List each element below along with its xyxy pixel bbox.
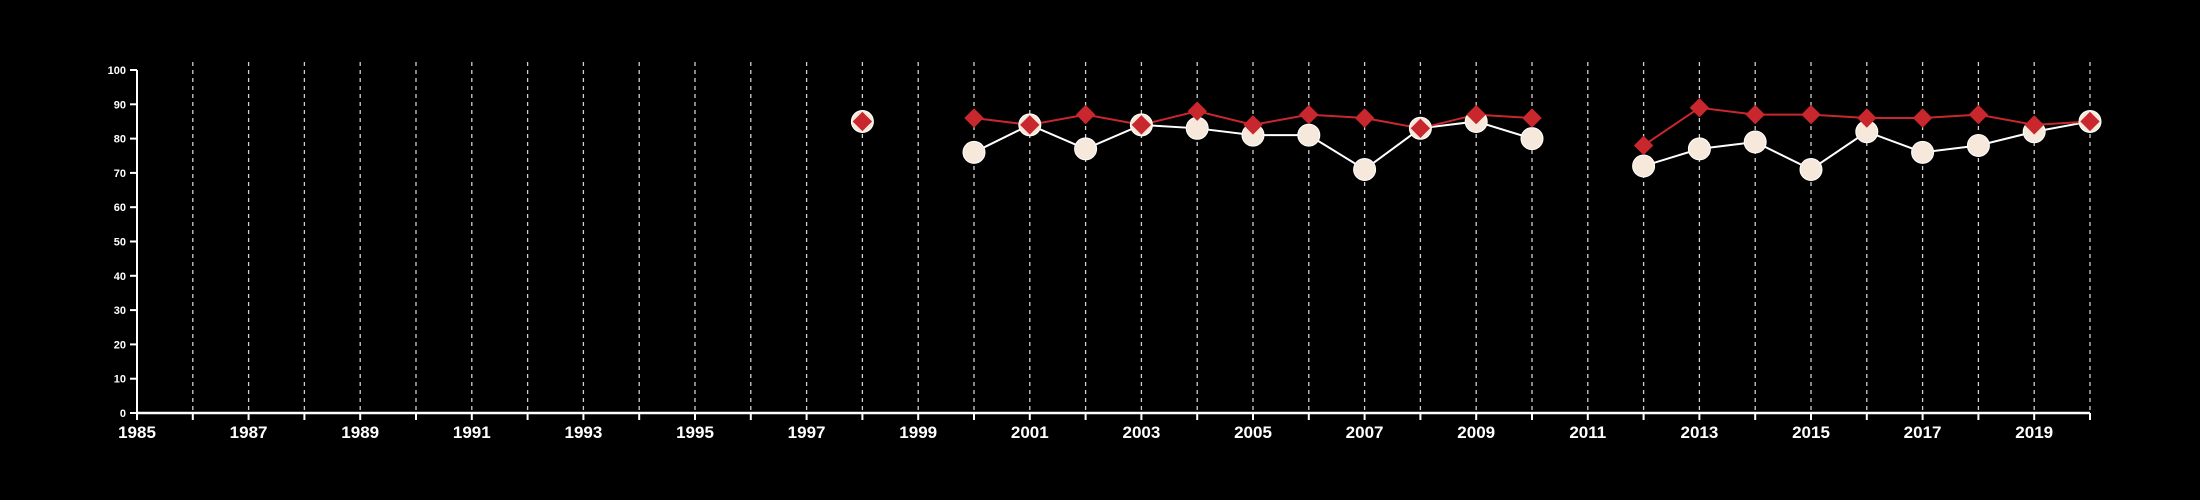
x-tick-label-2017: 2017 (1904, 423, 1942, 442)
diamond-point-2019 (2024, 115, 2044, 135)
x-tick-label-1993: 1993 (564, 423, 602, 442)
x-tick-label-2003: 2003 (1122, 423, 1160, 442)
x-tick-label-2015: 2015 (1792, 423, 1830, 442)
diamond-point-2004 (1187, 101, 1207, 121)
y-tick-label-100: 100 (108, 65, 126, 77)
x-tick-label-1997: 1997 (788, 423, 826, 442)
diamond-point-2016 (1857, 108, 1877, 128)
y-tick-label-50: 50 (114, 237, 126, 249)
circle-point-2018 (1966, 133, 1990, 157)
circle-point-2015 (1799, 157, 1823, 181)
diamond-point-2010 (1522, 108, 1542, 128)
diamond-point-2015 (1801, 104, 1821, 125)
diamond-point-2000 (964, 108, 984, 128)
circle-point-2002 (1074, 137, 1098, 161)
diamond-point-2012 (1633, 135, 1654, 156)
axes-layer: 0 10 20 30 40 50 60 70 80 90 100 1985 1987 1989 1991 19… (108, 65, 2091, 442)
x-tick-label-2009: 2009 (1457, 423, 1495, 442)
circle-point-2010 (1520, 127, 1544, 151)
circle-point-2017 (1911, 140, 1935, 164)
y-tick-label-90: 90 (114, 99, 126, 111)
diamond-point-2018 (1968, 104, 1989, 125)
diamond-point-2008 (1410, 118, 1431, 139)
x-tick-label-1989: 1989 (341, 423, 379, 442)
diamond-point-2005 (1243, 115, 1263, 135)
x-tick-label-1987: 1987 (230, 423, 268, 442)
circle-point-2013 (1687, 137, 1711, 161)
x-tick-label-1985: 1985 (118, 423, 156, 442)
y-tick-label-0: 0 (120, 408, 126, 420)
circle-point-2012 (1632, 154, 1656, 178)
y-tick-label-80: 80 (114, 134, 126, 146)
x-tick-label-1991: 1991 (453, 423, 491, 442)
x-tick-label-2001: 2001 (1011, 423, 1049, 442)
diamond-point-2020 (2080, 111, 2100, 132)
diamond-point-2001 (1020, 115, 1040, 135)
y-tick-label-10: 10 (114, 374, 126, 386)
x-tick-label-2019: 2019 (2015, 423, 2053, 442)
series-layer (850, 98, 2102, 181)
x-tick-label-2005: 2005 (1234, 423, 1272, 442)
diamond-point-2006 (1299, 104, 1319, 125)
x-tick-label-2011: 2011 (1569, 423, 1606, 442)
y-tick-label-70: 70 (114, 168, 126, 180)
diamond-point-2009 (1466, 104, 1486, 125)
diamond-point-2007 (1354, 108, 1375, 128)
x-tick-label-1999: 1999 (899, 423, 937, 442)
y-tick-label-40: 40 (114, 271, 126, 283)
diamond-point-2014 (1745, 104, 1765, 125)
diamond-point-2002 (1075, 104, 1096, 125)
diamond-point-2013 (1689, 98, 1710, 118)
circle-point-2006 (1297, 123, 1321, 147)
circle-point-2007 (1353, 157, 1377, 181)
y-tick-label-60: 60 (114, 202, 126, 214)
y-tick-label-20: 20 (114, 339, 126, 351)
y-tick-label-30: 30 (114, 305, 126, 317)
circle-point-2000 (962, 140, 986, 164)
circle-point-2014 (1743, 130, 1767, 154)
diamond-point-2017 (1912, 108, 1933, 128)
x-tick-label-1995: 1995 (676, 423, 714, 442)
diamond-point-1998 (852, 111, 873, 132)
x-tick-label-2013: 2013 (1680, 423, 1718, 442)
diamond-point-2003 (1131, 115, 1152, 135)
x-tick-label-2007: 2007 (1346, 423, 1384, 442)
